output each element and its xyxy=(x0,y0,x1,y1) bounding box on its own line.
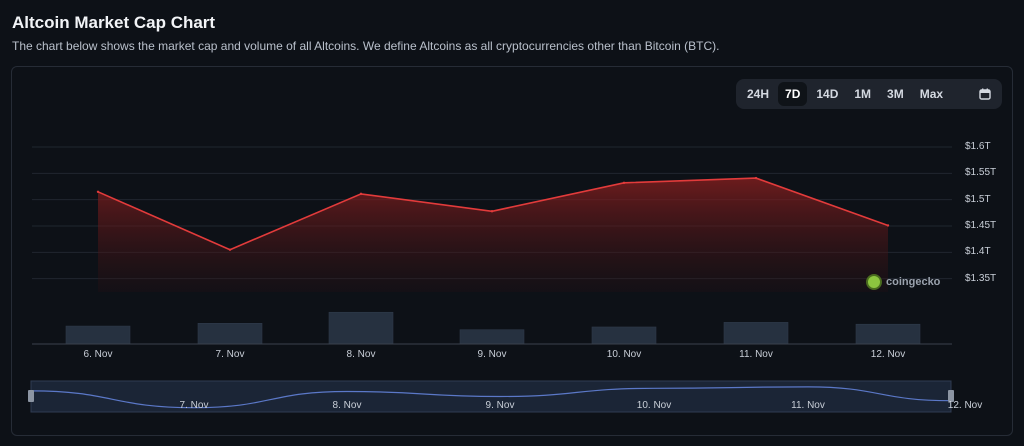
coingecko-logo xyxy=(866,274,882,290)
navigator-tick-label: 11. Nov xyxy=(791,400,825,411)
x-tick-label: 12. Nov xyxy=(870,349,906,360)
page-title: Altcoin Market Cap Chart xyxy=(12,13,216,32)
navigator-tick-label: 12. Nov xyxy=(947,400,983,411)
range-1m-button[interactable]: 1M xyxy=(854,87,872,101)
data-point[interactable] xyxy=(359,192,363,196)
x-tick-label: 6. Nov xyxy=(83,349,113,360)
navigator-tick-label: 9. Nov xyxy=(485,400,515,411)
x-tick-label: 11. Nov xyxy=(739,349,773,360)
range-24h-button[interactable]: 24H xyxy=(747,87,770,101)
volume-bar xyxy=(65,325,131,345)
y-tick-label: $1.35T xyxy=(965,272,997,284)
volume-bar xyxy=(591,326,657,345)
y-tick-label: $1.55T xyxy=(965,167,997,179)
navigator-left-handle[interactable] xyxy=(28,390,34,402)
time-range-selector: 24H 7D 14D 1M 3M Max xyxy=(736,79,1002,109)
navigator-tick-label: 8. Nov xyxy=(332,400,362,411)
volume-bar xyxy=(855,323,921,345)
watermark-text: coingecko xyxy=(886,276,941,288)
y-tick-label: $1.45T xyxy=(965,220,997,231)
y-tick-label: $1.4T xyxy=(965,246,991,258)
navigator-right-handle[interactable] xyxy=(948,390,954,402)
y-tick-label: $1.5T xyxy=(965,193,991,205)
x-tick-label: 9. Nov xyxy=(477,349,507,360)
calendar-icon[interactable] xyxy=(972,82,998,106)
range-max-button[interactable]: Max xyxy=(919,87,944,101)
x-tick-label: 8. Nov xyxy=(346,349,376,360)
volume-bar xyxy=(723,322,789,345)
range-14d-button[interactable]: 14D xyxy=(816,87,839,101)
range-7d-button[interactable]: 7D xyxy=(778,82,808,106)
x-tick-label: 7. Nov xyxy=(215,349,245,360)
data-point[interactable] xyxy=(754,176,758,180)
market-cap-area xyxy=(98,178,888,292)
navigator-line xyxy=(30,386,952,409)
volume-bar xyxy=(328,311,394,345)
data-point[interactable] xyxy=(886,224,890,227)
navigator-tick-label: 10. Nov xyxy=(636,400,672,411)
x-tick-label: 10. Nov xyxy=(606,349,642,360)
data-point[interactable] xyxy=(622,181,626,185)
coingecko-watermark: coingecko xyxy=(866,274,940,290)
volume-bar xyxy=(197,322,263,345)
data-point[interactable] xyxy=(490,210,494,213)
range-3m-button[interactable]: 3M xyxy=(887,87,904,101)
y-tick-label: $1.6T xyxy=(965,141,991,152)
data-point[interactable] xyxy=(228,248,232,251)
navigator-tick-label: 7. Nov xyxy=(179,400,209,411)
data-point[interactable] xyxy=(96,190,100,193)
volume-bar xyxy=(459,329,525,345)
chart-card xyxy=(11,66,1013,436)
page-subtitle: The chart below shows the market cap and… xyxy=(12,39,720,53)
